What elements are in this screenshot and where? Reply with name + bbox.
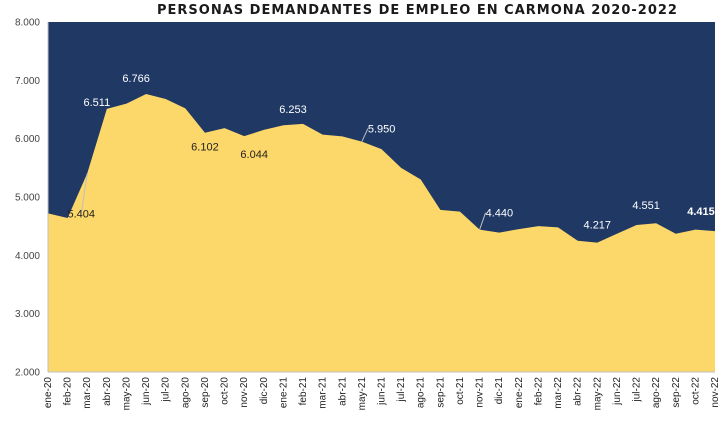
y-tick-label: 8.000: [15, 18, 40, 29]
data-labels: 5.404 6.511 6.766 6.102 6.044 6.253 5.950 4.440…: [67, 73, 714, 232]
data-label: 6.044: [240, 149, 268, 161]
area-series: [48, 93, 715, 372]
x-tick-label: abr-21: [337, 377, 348, 406]
data-label: 5.404: [67, 208, 95, 220]
x-tick-label: may-21: [357, 377, 368, 411]
leader-line: [479, 212, 487, 230]
x-tick-label: jun-22: [612, 377, 623, 406]
x-tick-label: mar-22: [553, 377, 564, 409]
data-label: 4.551: [632, 200, 660, 212]
data-label: 4.415: [687, 206, 715, 218]
data-label: 6.511: [83, 97, 110, 109]
x-tick-label: ene-22: [514, 377, 525, 409]
y-tick-label: 7.000: [15, 76, 40, 87]
x-tick-label: oct-20: [220, 377, 231, 405]
x-tick-label: jul-22: [632, 377, 643, 403]
x-axis-ticks: ene-20 feb-20 mar-20 abr-20 may-20 jun-20 jul-…: [43, 377, 721, 411]
x-tick-label: jul-21: [396, 377, 407, 403]
leader-line: [361, 128, 369, 142]
y-tick-label: 2.000: [15, 368, 40, 379]
y-axis-ticks: 2.000 3.000 4.000 5.000 6.000 7.000 8.000: [15, 18, 40, 379]
x-tick-label: nov-22: [710, 377, 721, 408]
y-tick-label: 6.000: [15, 134, 40, 145]
x-tick-label: nov-20: [239, 377, 250, 408]
x-tick-label: ago-20: [180, 377, 191, 409]
x-tick-label: jun-20: [141, 377, 152, 406]
data-label: 4.440: [486, 208, 514, 220]
x-tick-label: oct-22: [690, 377, 701, 405]
x-tick-label: sep-20: [200, 377, 211, 408]
x-tick-label: may-20: [121, 377, 132, 411]
x-tick-label: may-22: [592, 377, 603, 411]
chart-title: PERSONAS DEMANDANTES DE EMPLEO EN CARMON…: [157, 3, 678, 18]
x-tick-label: oct-21: [455, 377, 466, 405]
x-tick-label: ene-21: [278, 377, 289, 409]
x-tick-label: jun-21: [377, 377, 388, 406]
x-tick-label: dic-21: [494, 377, 505, 405]
leader-line: [80, 173, 88, 214]
x-tick-label: abr-20: [102, 377, 113, 406]
x-tick-label: jul-20: [161, 377, 172, 403]
data-label: 4.217: [584, 220, 612, 232]
x-tick-label: feb-22: [533, 377, 544, 406]
x-tick-label: mar-20: [82, 377, 93, 409]
x-tick-label: feb-20: [63, 377, 74, 406]
y-tick-label: 5.000: [15, 193, 40, 204]
y-tick-label: 3.000: [15, 309, 40, 320]
x-tick-label: sep-22: [671, 377, 682, 408]
leader-lines: [80, 128, 487, 230]
data-label: 6.253: [279, 104, 307, 116]
data-label: 6.102: [191, 142, 219, 154]
x-tick-label: feb-21: [298, 377, 309, 406]
data-label: 6.766: [122, 73, 150, 85]
x-tick-label: dic-20: [259, 377, 270, 405]
x-tick-label: nov-21: [475, 377, 486, 408]
area-layer: [48, 93, 715, 372]
x-tick-label: ago-22: [651, 377, 662, 409]
x-tick-label: abr-22: [573, 377, 584, 406]
x-tick-label: mar-21: [318, 377, 329, 409]
x-tick-label: ene-20: [43, 377, 54, 409]
y-tick-label: 4.000: [15, 251, 40, 262]
x-tick-label: sep-21: [435, 377, 446, 408]
x-tick-label: ago-21: [416, 377, 427, 409]
data-label: 5.950: [368, 124, 396, 136]
